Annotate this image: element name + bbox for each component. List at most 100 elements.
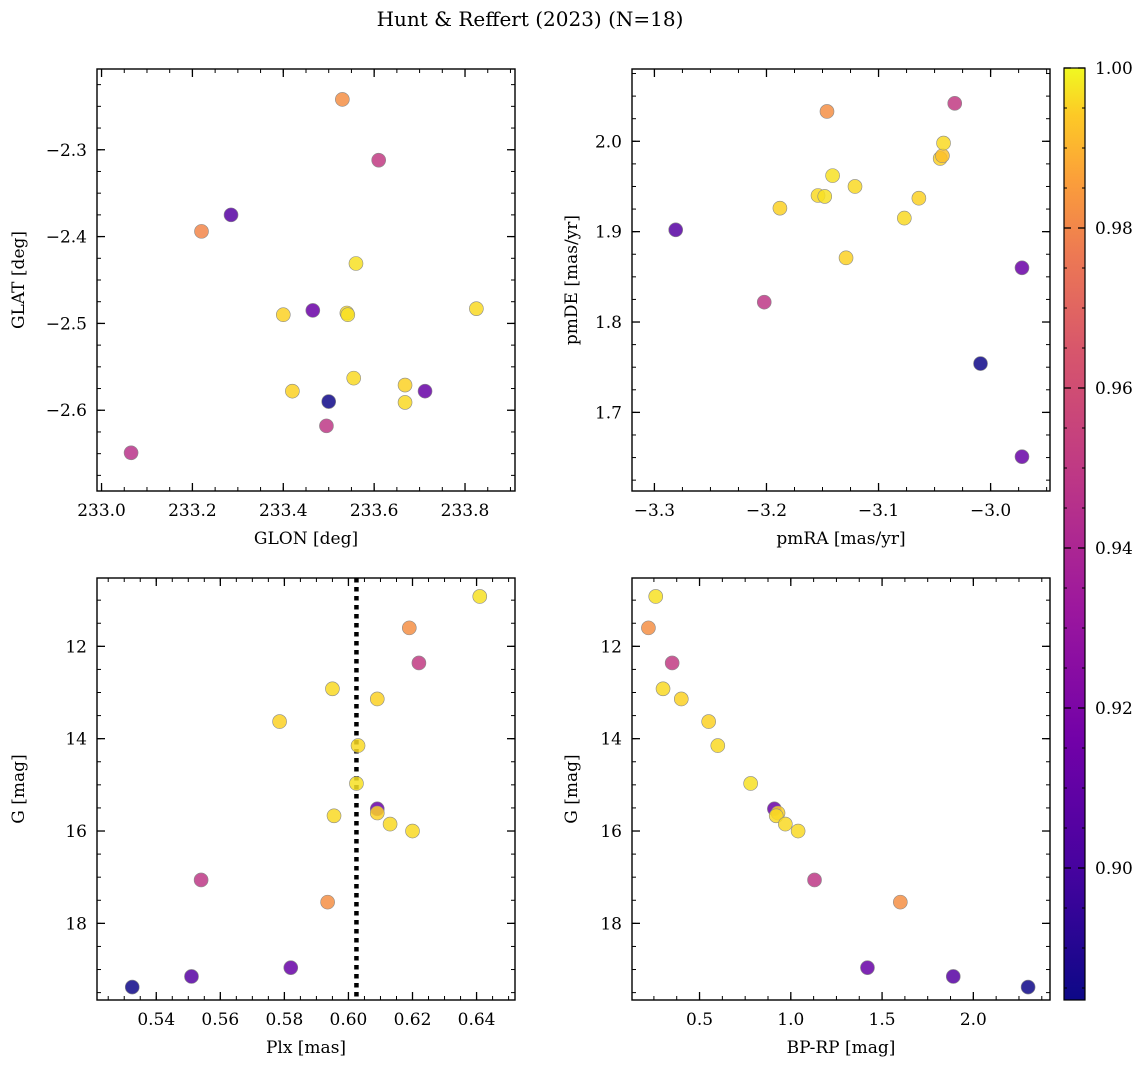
scatter-point	[371, 152, 386, 168]
scatter-point	[648, 589, 664, 604]
scatter-point	[285, 383, 300, 399]
colorbar-tick-label: 0.96	[1095, 379, 1133, 399]
scatter-point	[1014, 260, 1030, 276]
scatter-point	[325, 681, 340, 697]
panel-bprp-g: 0.5 1.0 1.5 2.0 12 14 16 18 BP-RP [mag] G [mag]	[562, 577, 1051, 1058]
colorbar-tick-label: 1.00	[1095, 59, 1133, 79]
x-tick-label: 0.5	[686, 1010, 713, 1030]
x-tick-label: 233.4	[259, 501, 308, 521]
scatter-point	[778, 816, 793, 832]
scatter-point	[790, 823, 806, 839]
y-tick-label: 2.0	[595, 132, 622, 152]
x-tick-label: 0.62	[394, 1010, 432, 1030]
y-tick-label: 1.7	[595, 403, 622, 423]
scatter-point	[340, 307, 356, 323]
y-tick-label: −2.5	[46, 314, 87, 334]
scatter-point	[701, 714, 716, 729]
scatter-point	[973, 356, 988, 371]
x-tick-label: 233.6	[350, 501, 399, 521]
y-tick-label: −2.3	[46, 141, 87, 161]
x-tick-label: 233.2	[168, 501, 217, 521]
scatter-point	[838, 250, 854, 266]
y-tick-label: 1.8	[595, 313, 622, 333]
scatter-point	[397, 377, 413, 393]
x-tick-label: 233.0	[77, 501, 126, 521]
colorbar-tick-label: 0.90	[1095, 859, 1133, 879]
scatter-point	[893, 894, 908, 910]
scatter-point	[272, 714, 287, 729]
scatter-point	[275, 307, 291, 323]
axes-frame	[631, 577, 1051, 1001]
scatter-point	[124, 979, 140, 995]
scatter-point	[350, 738, 366, 753]
scatter-point	[326, 808, 342, 824]
y-tick-label: 16	[600, 822, 622, 842]
y-tick-label: −2.4	[46, 228, 87, 248]
scatter-point	[349, 776, 364, 791]
scatter-point	[417, 383, 433, 399]
y-axis-label: G [mag]	[9, 754, 29, 823]
scatter-point	[860, 960, 875, 975]
scatter-point	[382, 816, 398, 832]
x-tick-label: −3.1	[858, 501, 899, 521]
x-axis-label: pmRA [mas/yr]	[776, 529, 905, 549]
x-tick-label: 1.0	[777, 1010, 804, 1030]
scatter-point	[935, 148, 950, 164]
colorbar-tick-label: 0.92	[1095, 699, 1133, 719]
y-axis-label: G [mag]	[562, 754, 582, 823]
colorbar-gradient	[1063, 67, 1086, 1001]
scatter-point	[401, 620, 417, 636]
panel-plx-g: 0.54 0.56 0.58 0.60 0.62 0.64 12 14 16 18 Plx [mas…	[9, 577, 516, 1058]
x-tick-label: 2.0	[960, 1010, 987, 1030]
scatter-point	[283, 960, 299, 975]
scatter-point	[193, 872, 209, 888]
scatter-point	[664, 655, 680, 671]
x-axis-label: Plx [mas]	[266, 1038, 346, 1058]
axes-frame	[631, 68, 1051, 492]
x-tick-label: 0.58	[265, 1010, 303, 1030]
x-axis-label: GLON [deg]	[254, 529, 358, 549]
scatter-point	[348, 256, 364, 271]
panel-pmra-pmde: −3.3 −3.2 −3.1 −3.0 1.7 1.8 1.9 2.0 pmRA [mas/yr…	[562, 68, 1051, 549]
scatter-point	[710, 738, 726, 753]
scatter-point	[819, 104, 835, 119]
scatter-point	[335, 92, 350, 107]
scatter-point	[469, 301, 484, 316]
scatter-point	[321, 394, 337, 409]
scatter-point	[825, 168, 840, 183]
scatter-point	[1020, 979, 1036, 995]
x-tick-label: −3.3	[634, 501, 675, 521]
y-tick-label: 1.9	[595, 223, 622, 243]
scatter-point	[947, 96, 963, 111]
scatter-point	[411, 655, 427, 671]
scatter-point	[123, 445, 139, 461]
x-tick-label: 0.64	[458, 1010, 496, 1030]
y-axis-label: GLAT [deg]	[9, 231, 29, 329]
scatter-point	[397, 395, 413, 410]
scatter-point	[1014, 449, 1030, 464]
y-tick-label: 12	[600, 637, 622, 657]
scatter-point	[405, 823, 420, 839]
scatter-point	[369, 691, 385, 707]
figure-title: Hunt & Reffert (2023) (N=18)	[377, 7, 684, 31]
colorbar: 0.90 0.92 0.94 0.96 0.98 1.00	[1063, 59, 1133, 1001]
scatter-point	[369, 805, 385, 821]
scatter-point	[184, 969, 199, 984]
y-tick-label: 14	[65, 730, 87, 750]
scatter-point	[673, 691, 689, 707]
y-tick-label: 12	[65, 637, 87, 657]
x-tick-label: 0.60	[330, 1010, 368, 1030]
scatter-point	[319, 418, 334, 434]
scatter-point	[945, 969, 961, 984]
scatter-point	[768, 808, 784, 824]
y-tick-label: −2.6	[46, 401, 87, 421]
scatter-point	[641, 620, 656, 636]
scatter-point	[668, 222, 684, 238]
scatter-point	[346, 370, 362, 386]
scatter-point	[743, 776, 758, 791]
scatter-point	[772, 200, 788, 216]
scatter-point	[472, 589, 488, 604]
scatter-point	[817, 189, 833, 204]
x-tick-label: −3.0	[970, 501, 1011, 521]
